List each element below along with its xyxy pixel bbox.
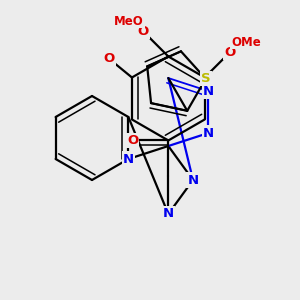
Text: N: N [123, 152, 134, 166]
Text: O: O [224, 46, 236, 59]
Text: O: O [127, 134, 138, 147]
Text: N: N [203, 85, 214, 98]
Text: MeO: MeO [114, 15, 144, 28]
Text: N: N [203, 127, 214, 140]
Text: OMe: OMe [231, 36, 261, 49]
Text: O: O [137, 25, 149, 38]
Text: S: S [201, 72, 211, 85]
Text: N: N [188, 173, 199, 187]
Text: N: N [163, 208, 174, 220]
Text: O: O [103, 52, 115, 65]
